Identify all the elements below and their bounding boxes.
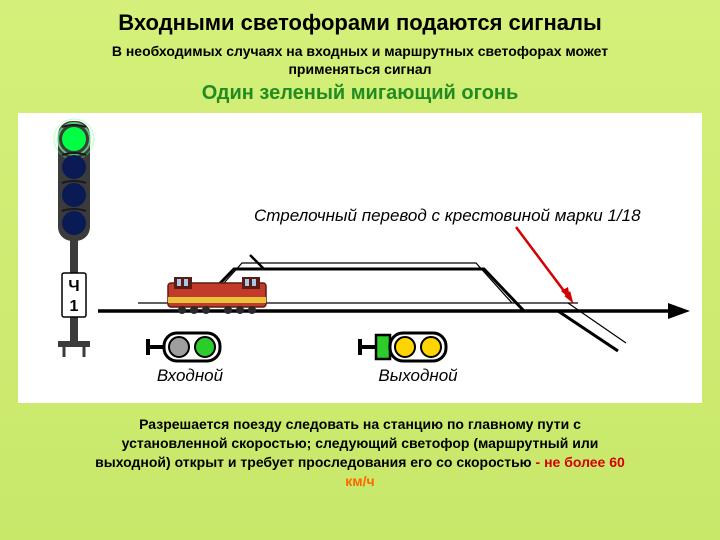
label-out: Выходной [378,366,458,385]
slide-page: Входными светофорами подаются сигналы В … [0,0,720,540]
railway-diagram: Ч 1 [18,113,702,403]
lens-off-2 [62,183,86,207]
label-in: Входной [157,366,224,385]
subtitle-line-2: применяться сигнал [18,60,702,78]
bottom-caption: Разрешается поезду следовать на станцию … [18,415,702,491]
tall-signal: Ч 1 [54,119,94,357]
pointer-arrow [516,227,575,304]
dwarf-signal-in [148,333,220,361]
plate-number: 1 [70,298,79,315]
subtitle-line-1: В необходимых случаях на входных и маршр… [18,42,702,60]
lens-green [62,127,86,151]
lens-off-3 [62,211,86,235]
locomotive [168,277,266,314]
bottom-line-2: установленной скоростью; следующий свето… [122,435,599,451]
dwarf-signal-out [360,333,446,361]
bottom-line-4: км/ч [345,473,374,489]
page-title: Входными светофорами подаются сигналы [18,10,702,36]
annotation-text: Стрелочный перевод с крестовиной марки 1… [254,206,641,225]
plate-letter: Ч [68,278,79,295]
bottom-line-3b: - не более 60 [536,454,625,470]
signal-name: Один зеленый мигающий огонь [18,82,702,105]
bottom-line-1: Разрешается поезду следовать на станцию … [139,416,581,432]
diagram-area: Ч 1 [18,113,702,403]
lens-off-1 [62,155,86,179]
bottom-line-3a: выходной) открыт и требует проследования… [95,454,535,470]
